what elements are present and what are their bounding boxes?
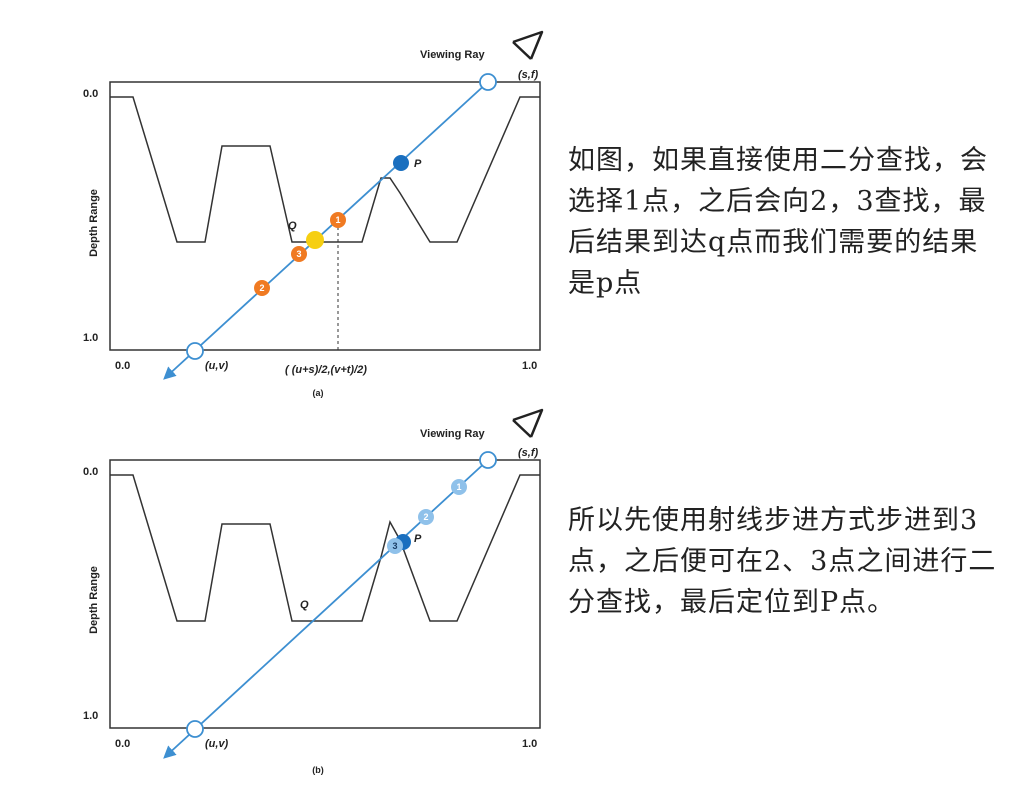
viewing-ray-label: Viewing Ray — [420, 49, 485, 61]
step-1-marker — [451, 479, 467, 495]
step-3-marker — [387, 538, 403, 554]
panel-b: 1 2 3 P Q Viewing Ray (s,f) 0.0 1.0 Dept… — [83, 408, 544, 775]
y-axis-label: Depth Range — [88, 566, 100, 634]
step-1-label: 1 — [456, 482, 461, 492]
point-q — [306, 231, 324, 249]
plot-frame — [109, 459, 541, 729]
ray-end-marker — [479, 73, 497, 91]
viewing-ray-line — [163, 459, 489, 759]
x-right-label: 1.0 — [522, 360, 537, 372]
step-2-label: 2 — [259, 283, 264, 293]
midpoint-label: ( (u+s)/2,(v+t)/2) — [285, 364, 367, 376]
point-q-label: Q — [300, 599, 309, 611]
y-axis-label: Depth Range — [88, 189, 100, 257]
eye-coord-label: (s,f) — [518, 447, 539, 459]
x-right-label: 1.0 — [522, 738, 537, 750]
step-2-marker — [254, 280, 270, 296]
y-bottom-label: 1.0 — [83, 710, 98, 722]
x-left-label: 0.0 — [115, 738, 130, 750]
step-3-marker — [291, 246, 307, 262]
viewing-ray-label: Viewing Ray — [420, 428, 485, 440]
diagram: 1 2 3 P Q Viewing Ray (s,f) 0.0 1.0 Dept… — [83, 30, 544, 775]
eye-coord-label: (s,f) — [518, 69, 539, 81]
step-1-marker — [330, 212, 346, 228]
binary-search-note: 如图，如果直接使用二分查找，会选择1点，之后会向2，3查找，最后结果到达q点而我… — [568, 145, 988, 299]
depth-surface — [110, 474, 540, 622]
y-bottom-label: 1.0 — [83, 332, 98, 344]
ray-end-marker — [479, 451, 497, 469]
eye-icon — [512, 30, 544, 60]
plot-frame — [109, 81, 541, 351]
step-3-label: 3 — [296, 249, 301, 259]
point-q-label: Q — [288, 220, 297, 232]
panel-a: 1 2 3 P Q Viewing Ray (s,f) 0.0 1.0 Dept… — [83, 30, 544, 398]
eye-icon — [512, 408, 544, 438]
y-top-label: 0.0 — [83, 466, 98, 478]
depth-surface — [110, 96, 540, 243]
viewing-ray-line — [163, 81, 489, 380]
step-3-label: 3 — [392, 541, 397, 551]
caption-b: (b) — [312, 765, 324, 775]
ray-march-note: 所以先使用射线步进方式步进到3点，之后便可在2、3点之间进行二分查找，最后定位到… — [568, 505, 997, 618]
caption-a: (a) — [313, 388, 324, 398]
step-2-marker — [418, 509, 434, 525]
y-top-label: 0.0 — [83, 88, 98, 100]
x-left-label: 0.0 — [115, 360, 130, 372]
ray-start-marker — [186, 342, 204, 360]
point-p-label: P — [414, 533, 422, 545]
step-2-label: 2 — [423, 512, 428, 522]
origin-label: (u,v) — [205, 738, 229, 750]
ray-start-marker — [186, 720, 204, 738]
origin-label: (u,v) — [205, 360, 229, 372]
point-p-label: P — [414, 158, 422, 170]
point-p — [393, 155, 409, 171]
step-1-label: 1 — [335, 215, 340, 225]
